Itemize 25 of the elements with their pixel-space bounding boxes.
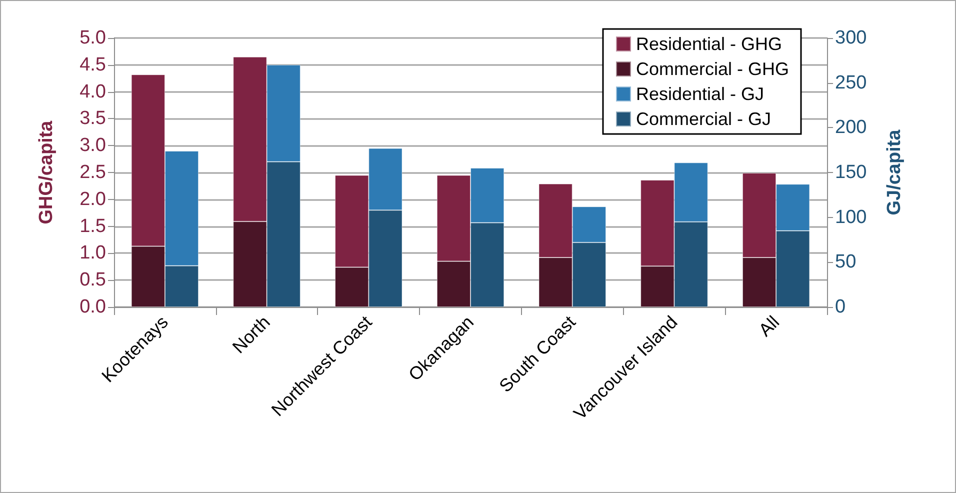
y-tick-label: 3.0 bbox=[80, 135, 106, 156]
y-axis-title: GHG/capita bbox=[36, 120, 57, 224]
y-tick-label: 0.0 bbox=[80, 296, 106, 318]
y-tick-label: 2.0 bbox=[80, 188, 106, 210]
legend-label: Residential - GHG bbox=[636, 34, 782, 54]
y-tick-label: 4.5 bbox=[80, 54, 106, 76]
y2-tick-label: 50 bbox=[835, 252, 856, 273]
legend-label: Residential - GJ bbox=[636, 84, 764, 104]
y2-tick-label: 200 bbox=[835, 117, 867, 138]
y2-tick-label: 300 bbox=[835, 28, 867, 48]
legend-label: Commercial - GJ bbox=[636, 109, 772, 129]
y2-axis-title: GJ/capita bbox=[884, 129, 905, 216]
y-tick-label: 0.5 bbox=[80, 270, 106, 291]
y2-tick-label: 250 bbox=[835, 72, 867, 94]
y-tick-label: 5.0 bbox=[80, 28, 106, 48]
y-tick-label: 1.5 bbox=[80, 216, 106, 237]
y-tick-label: 4.0 bbox=[80, 81, 106, 102]
y2-tick-label: 100 bbox=[835, 206, 867, 228]
y-tick-label: 3.5 bbox=[80, 108, 106, 130]
y-tick-label: 1.0 bbox=[80, 242, 106, 264]
y2-tick-label: 150 bbox=[835, 162, 867, 183]
x-tick-label: All bbox=[754, 312, 784, 340]
y2-tick-label: 0 bbox=[835, 296, 846, 318]
legend-label: Commercial - GHG bbox=[636, 59, 790, 79]
y-tick-label: 2.5 bbox=[80, 162, 106, 183]
